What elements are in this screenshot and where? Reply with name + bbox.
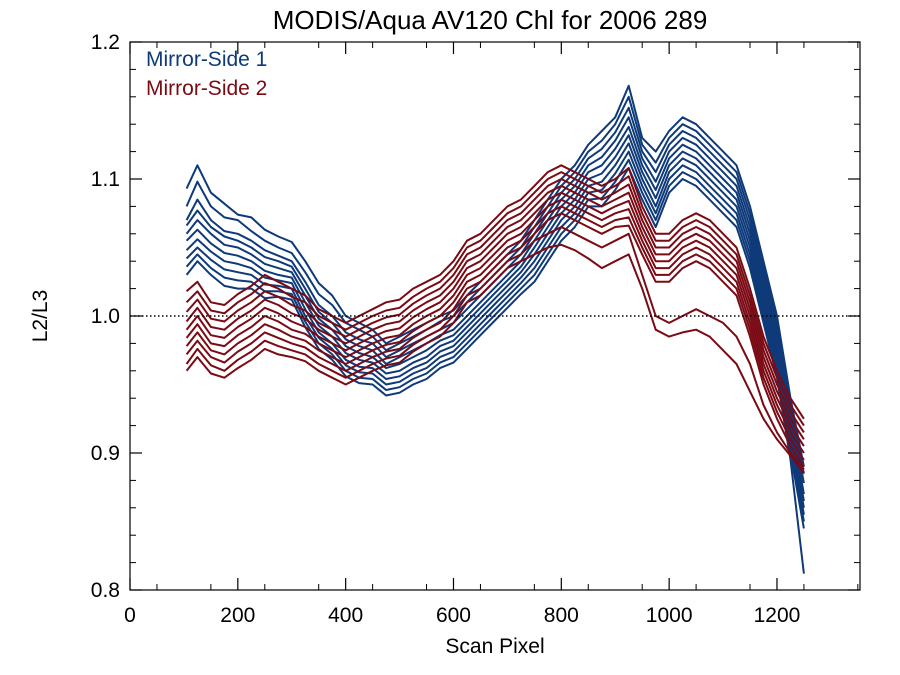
x-tick-label: 0 bbox=[124, 604, 136, 627]
x-tick-label: 400 bbox=[328, 604, 363, 627]
series-1-line-10 bbox=[185, 167, 805, 574]
y-tick-label: 0.8 bbox=[91, 579, 120, 602]
chart-title: MODIS/Aqua AV120 Chl for 2006 289 bbox=[273, 5, 708, 35]
y-axis-ticks: 0.8 0.9 1.0 1.1 1.2 bbox=[91, 31, 860, 602]
y-tick-label: 1.2 bbox=[91, 31, 120, 54]
series-1-line-7 bbox=[185, 142, 805, 515]
y-tick-label: 1.1 bbox=[91, 168, 120, 191]
series-2-line-7 bbox=[185, 205, 805, 461]
series-2-line-5 bbox=[185, 191, 805, 447]
series-1-line-3 bbox=[185, 106, 805, 484]
legend-entry-mirror-side-1: Mirror-Side 1 bbox=[146, 48, 267, 71]
series-1-line-9 bbox=[185, 158, 805, 529]
x-axis-ticks: 0 200 400 600 800 1000 1200 bbox=[124, 42, 859, 627]
series-1-line-1 bbox=[185, 84, 805, 467]
series-2-line-6 bbox=[185, 198, 805, 454]
x-tick-label: 1200 bbox=[754, 604, 801, 627]
series-2-line-1 bbox=[185, 164, 805, 420]
x-tick-label: 200 bbox=[220, 604, 255, 627]
y-tick-label: 0.9 bbox=[91, 442, 120, 465]
legend: Mirror-Side 1 Mirror-Side 2 bbox=[146, 48, 267, 100]
x-tick-label: 600 bbox=[436, 604, 471, 627]
series-1-line-8 bbox=[185, 150, 805, 522]
y-tick-label: 1.0 bbox=[91, 305, 120, 328]
y-axis-label: L2/L3 bbox=[29, 290, 52, 343]
plot-area bbox=[130, 84, 860, 574]
x-tick-label: 1000 bbox=[646, 604, 693, 627]
series-1-line-6 bbox=[185, 134, 805, 508]
legend-entry-mirror-side-2: Mirror-Side 2 bbox=[146, 77, 267, 100]
series-layer bbox=[185, 84, 805, 574]
series-2-line-2 bbox=[185, 171, 805, 427]
series-2-line-9 bbox=[185, 226, 805, 471]
series-2-line-4 bbox=[185, 184, 805, 440]
series-1-line-4 bbox=[185, 116, 805, 495]
series-1-line-5 bbox=[185, 125, 805, 502]
series-2-line-8 bbox=[185, 212, 805, 468]
series-2-line-3 bbox=[185, 178, 805, 433]
series-2-line-10 bbox=[185, 243, 805, 475]
x-tick-label: 800 bbox=[544, 604, 579, 627]
x-axis-label: Scan Pixel bbox=[445, 635, 544, 658]
